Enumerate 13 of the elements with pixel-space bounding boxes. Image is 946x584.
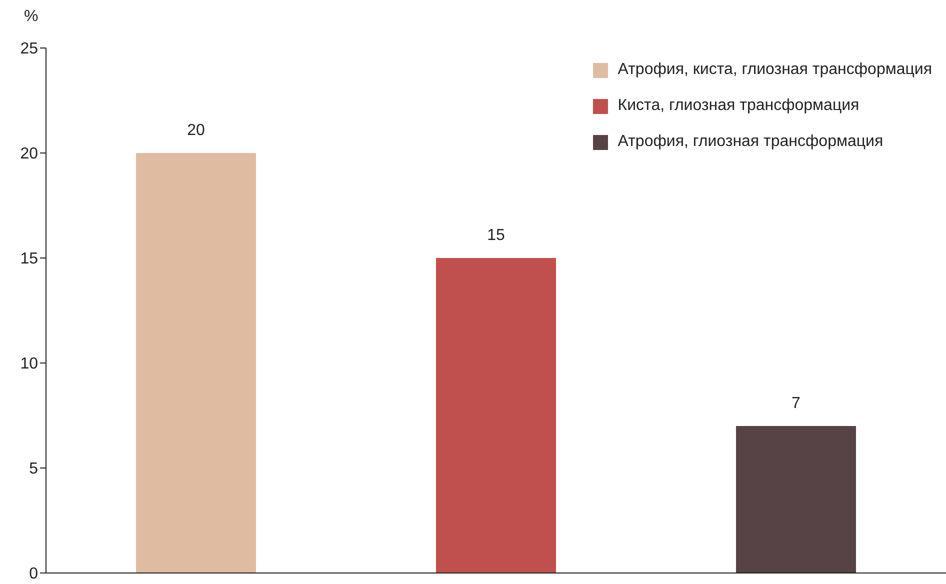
- y-tick-label: 0: [29, 566, 38, 583]
- legend-label: Атрофия, глиозная трансформация: [618, 132, 884, 152]
- y-tick-label: 5: [29, 460, 38, 478]
- y-tick-label: 10: [20, 356, 38, 373]
- y-axis-title: %: [24, 8, 38, 26]
- data-label: 7: [792, 395, 801, 412]
- y-tick-label: 25: [20, 40, 38, 58]
- legend-label: Киста, глиозная трансформация: [618, 96, 860, 116]
- y-tick-label: 15: [20, 250, 38, 268]
- data-label: 20: [187, 122, 205, 139]
- y-tick-label: 20: [20, 146, 38, 163]
- data-label: 15: [487, 227, 505, 244]
- legend-label: Атрофия, киста, глиозная трансформация: [618, 60, 932, 80]
